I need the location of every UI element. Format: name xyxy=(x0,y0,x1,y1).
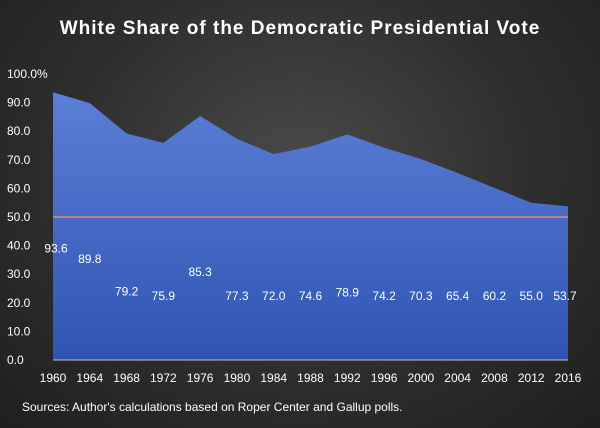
x-tick-label: 1980 xyxy=(224,371,251,385)
y-tick-label: 40.0 xyxy=(7,239,31,253)
data-label: 72.0 xyxy=(262,289,286,303)
data-label: 93.6 xyxy=(44,241,68,255)
data-label: 77.3 xyxy=(225,289,249,303)
chart-title: White Share of the Democratic Presidenti… xyxy=(59,18,541,39)
y-tick-label: 80.0 xyxy=(7,124,31,138)
x-tick-label: 2004 xyxy=(444,371,471,385)
y-axis: 0.0 10.0 20.0 30.0 40.0 50.0 60.0 70.0 80.0 90.0 1… xyxy=(7,67,48,367)
y-tick-label: 60.0 xyxy=(7,181,31,195)
y-tick-label: 100.0% xyxy=(7,67,48,81)
x-tick-label: 1968 xyxy=(113,371,140,385)
data-label: 74.6 xyxy=(299,289,323,303)
data-label: 65.4 xyxy=(446,289,470,303)
x-axis: 1960 1964 1968 1972 1976 1980 1984 1988 1992 1996… xyxy=(40,359,582,385)
x-tick-label: 2016 xyxy=(555,371,582,385)
data-label: 79.2 xyxy=(115,284,139,298)
data-label: 53.7 xyxy=(553,289,577,303)
x-tick-label: 1976 xyxy=(187,371,214,385)
chart-source-note: Sources: Author's calculations based on … xyxy=(22,400,403,414)
area-fill xyxy=(53,92,568,360)
x-tick-label: 2012 xyxy=(518,371,545,385)
y-tick-label: 0.0 xyxy=(7,353,24,367)
y-tick-label: 10.0 xyxy=(7,324,31,338)
x-tick-label: 1988 xyxy=(297,371,324,385)
y-tick-label: 20.0 xyxy=(7,296,31,310)
y-tick-label: 90.0 xyxy=(7,96,31,110)
area-series xyxy=(53,92,568,360)
y-tick-label: 70.0 xyxy=(7,153,31,167)
x-tick-label: 1984 xyxy=(260,371,287,385)
data-label: 75.9 xyxy=(152,289,176,303)
x-tick-label: 1972 xyxy=(150,371,177,385)
x-tick-label: 1992 xyxy=(334,371,361,385)
x-tick-label: 2000 xyxy=(408,371,435,385)
data-label: 60.2 xyxy=(483,289,507,303)
x-tick-label: 2008 xyxy=(481,371,508,385)
x-tick-label: 1996 xyxy=(371,371,398,385)
data-label: 78.9 xyxy=(336,285,360,299)
data-label: 85.3 xyxy=(188,265,212,279)
data-label: 89.8 xyxy=(78,252,102,266)
data-label: 74.2 xyxy=(372,289,396,303)
data-label: 70.3 xyxy=(409,289,433,303)
y-tick-label: 50.0 xyxy=(7,210,31,224)
x-tick-label: 1964 xyxy=(76,371,103,385)
x-tick-label: 1960 xyxy=(40,371,67,385)
data-label: 55.0 xyxy=(520,289,544,303)
y-tick-label: 30.0 xyxy=(7,267,31,281)
data-labels: 93.6 89.8 79.2 75.9 85.3 77.3 72.0 74.6 78.9 74.2… xyxy=(44,241,577,303)
